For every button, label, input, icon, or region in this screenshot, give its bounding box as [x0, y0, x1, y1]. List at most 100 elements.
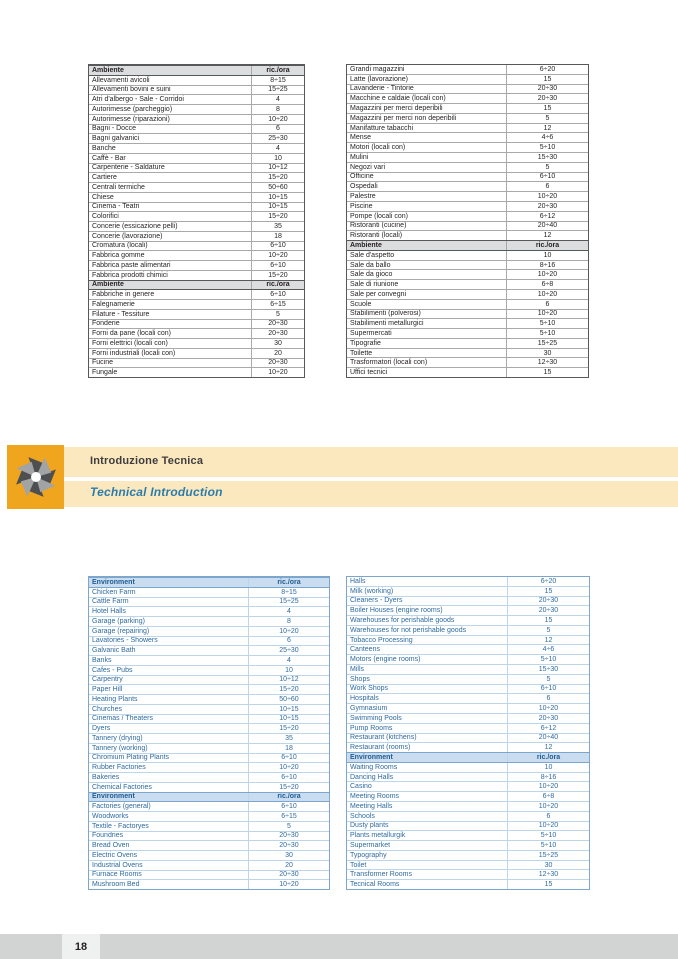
- environment-cell: Meeting Rooms: [350, 793, 400, 801]
- environment-cell: Banche: [92, 144, 116, 152]
- air-changes-cell: 20÷40: [506, 221, 588, 231]
- air-changes-cell: 10: [251, 153, 304, 163]
- air-changes-cell: 15: [506, 74, 588, 84]
- environment-cell: Carpenterie - Saldature: [92, 164, 165, 172]
- table-row: Meeting Halls 10÷20: [347, 800, 589, 811]
- table-row: Supermarket 5÷10: [347, 840, 589, 850]
- table-row: Ristoranti (cucine) 20÷40: [347, 220, 588, 231]
- environment-cell: Atri d'albergo - Sale - Corridoi: [92, 96, 184, 104]
- environment-cell: Allevamenti avicoli: [92, 76, 150, 84]
- table-row: Sale per convegni 10÷20: [347, 288, 588, 299]
- environment-cell: Fucine: [92, 359, 114, 367]
- air-changes-cell: 20÷30: [251, 329, 304, 338]
- air-changes-cell: 10÷20: [248, 626, 329, 636]
- table-row: Piscine 20÷30: [347, 200, 588, 211]
- air-changes-cell: 6: [251, 124, 304, 134]
- table-row: Cafes - Pubs 10: [89, 664, 329, 675]
- table-row: Mense 4÷6: [347, 132, 588, 143]
- table-row: Cinema - Teatri 10÷15: [89, 201, 304, 212]
- table-header-row: Ambiente ric./ora: [347, 240, 588, 250]
- table-row: Galvanic Bath 25÷30: [89, 645, 329, 655]
- air-changes-cell: 15: [507, 616, 589, 625]
- table-row: Garage (parking) 8: [89, 616, 329, 626]
- table-row: Forni industriali (locali con) 20: [89, 347, 304, 358]
- table-row: Grandi magazzini 6÷20: [347, 65, 588, 74]
- table-row: Mills 15÷30: [347, 664, 589, 674]
- environment-cell: Galvanic Bath: [92, 647, 136, 655]
- environment-cell: Hospitals: [350, 695, 379, 703]
- air-changes-cell: 30: [248, 851, 329, 860]
- table-row: Cinemas / Theaters 10÷15: [89, 713, 329, 724]
- table-row: Magazzini per merci deperibili 15: [347, 103, 588, 113]
- table-row: Allevamenti bovini e suini 15÷25: [89, 84, 304, 95]
- environment-cell: Negozi vari: [350, 163, 386, 171]
- air-changes-cell: 15÷20: [248, 724, 329, 733]
- air-changes-cell: 15÷25: [506, 338, 588, 348]
- air-changes-cell: 10: [506, 250, 588, 260]
- company-logo: [7, 445, 64, 509]
- air-changes-cell: 12÷30: [506, 358, 588, 368]
- air-changes-cell: 5: [251, 309, 304, 319]
- table-row: Macchine e caldaie (locali con) 20÷30: [347, 93, 588, 104]
- air-changes-cell: 20÷30: [507, 606, 589, 616]
- environment-cell: Palestre: [350, 193, 376, 201]
- air-changes-cell: 15÷20: [248, 782, 329, 792]
- table-row: Pump Rooms 6÷12: [347, 722, 589, 733]
- air-changes-cell: 15: [507, 586, 589, 596]
- air-changes-cell: 20÷30: [506, 84, 588, 94]
- air-changes-cell: 15÷20: [251, 270, 304, 280]
- table-row: Textile - Factoryes 5: [89, 820, 329, 831]
- air-changes-cell: 15: [506, 368, 588, 377]
- table-row: Fabbrica gomme 10÷20: [89, 250, 304, 260]
- table-ambiente-right: Grandi magazzini 6÷20 Latte (lavorazione) 1…: [346, 64, 589, 378]
- air-changes-cell: 10÷20: [507, 704, 589, 713]
- table-row: Casino 10÷20: [347, 781, 589, 792]
- air-changes-cell: 5÷10: [506, 143, 588, 153]
- air-changes-cell: 10÷20: [507, 821, 589, 831]
- table-row: Foundries 20÷30: [89, 830, 329, 841]
- environment-cell: Cinema - Teatri: [92, 203, 140, 211]
- table-row: Trasformatori (locali con) 12÷30: [347, 357, 588, 368]
- air-changes-cell: 18: [251, 231, 304, 241]
- environment-cell: Forni elettrici (locali con): [92, 339, 168, 347]
- air-changes-cell: 15÷30: [507, 665, 589, 674]
- table-row: Palestre 10÷20: [347, 191, 588, 201]
- environment-cell: Pump Rooms: [350, 724, 393, 732]
- environment-cell: Piscine: [350, 202, 373, 210]
- table-row: Supermercati 5÷10: [347, 328, 588, 338]
- air-changes-cell: 6÷10: [248, 802, 329, 811]
- table-row: Sale di riunione 6÷8: [347, 279, 588, 289]
- air-changes-cell: 12÷30: [507, 870, 589, 880]
- air-changes-cell: 10÷15: [248, 704, 329, 714]
- environment-cell: Milk (working): [350, 587, 394, 595]
- air-changes-cell: 12: [507, 635, 589, 645]
- environment-cell: Fabbrica prodotti chimici: [92, 271, 168, 279]
- environment-cell: Transformer Rooms: [350, 871, 412, 879]
- air-changes-cell: 8÷15: [248, 587, 329, 597]
- table-row: Carpenterie - Saldature 10÷12: [89, 162, 304, 173]
- table-row: Banks 4: [89, 655, 329, 665]
- air-changes-cell: 6÷15: [251, 300, 304, 309]
- air-changes-cell: 5÷10: [507, 831, 589, 841]
- table-row: Tipografie 15÷25: [347, 337, 588, 348]
- air-changes-cell: 5÷10: [507, 841, 589, 850]
- air-changes-cell: 6: [506, 299, 588, 309]
- table-row: Ospedali 6: [347, 181, 588, 192]
- table-row: Mushroom Bed 10÷20: [89, 879, 329, 889]
- air-changes-cell: 8÷15: [251, 75, 304, 85]
- table-row: Fabbriche in genere 6÷10: [89, 289, 304, 299]
- air-changes-cell: 20: [251, 348, 304, 358]
- table-row: Latte (lavorazione) 15: [347, 73, 588, 84]
- environment-cell: Furnace Rooms: [92, 871, 142, 879]
- environment-cell: Warehouses for not perishable goods: [350, 626, 467, 634]
- air-changes-cell: 4: [251, 144, 304, 153]
- environment-cell: Toilet: [350, 861, 367, 869]
- air-changes-cell: 5: [506, 162, 588, 172]
- table-row: Forni elettrici (locali con) 30: [89, 338, 304, 348]
- table-row: Halls 6÷20: [347, 577, 589, 586]
- environment-cell: Falegnamerie: [92, 300, 135, 308]
- air-changes-cell: ric./ora: [248, 792, 329, 802]
- air-changes-cell: 50÷60: [248, 695, 329, 704]
- table-row: Warehouses for not perishable goods 5: [347, 624, 589, 635]
- environment-cell: Halls: [350, 577, 366, 585]
